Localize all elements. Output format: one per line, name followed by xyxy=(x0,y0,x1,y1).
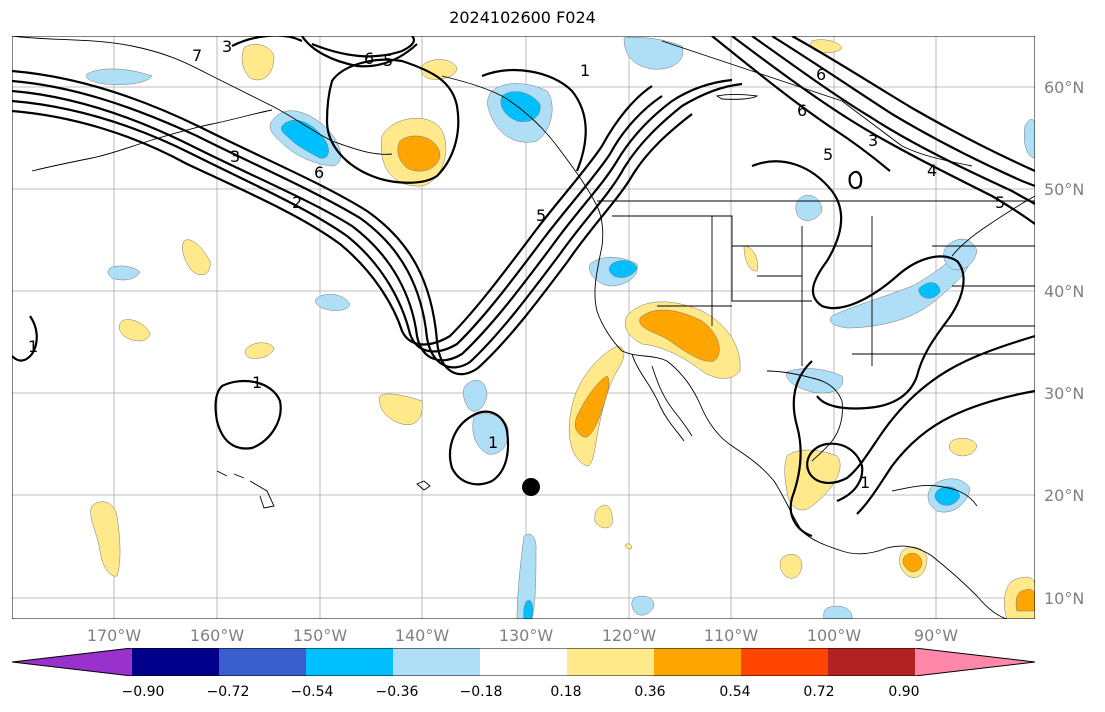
colorbar-tick-label: −0.36 xyxy=(375,684,419,700)
lat-label: 40°N xyxy=(1044,282,1085,301)
coastlines xyxy=(12,36,1035,619)
colorbar-tick-label: −0.72 xyxy=(206,684,250,700)
lon-label: 160°W xyxy=(189,626,245,645)
contour-label: 4 xyxy=(927,161,937,180)
contour-label: 2 xyxy=(292,193,302,212)
lon-label: 150°W xyxy=(292,626,348,645)
contour-label: 1 xyxy=(488,433,498,452)
lat-label: 60°N xyxy=(1044,78,1085,97)
colorbar-segment xyxy=(306,648,394,676)
colorbar-segments xyxy=(12,648,1035,676)
negative-anomaly-shading xyxy=(86,37,1035,619)
contour-label: 1 xyxy=(252,373,262,392)
lon-label: 110°W xyxy=(703,626,759,645)
map-panel: 3 7 6 5 1 6 3 6 2 5 6 5 3 4 5 1 1 1 1 xyxy=(12,36,1035,619)
contour-label: 5 xyxy=(536,206,546,225)
contour-label: 6 xyxy=(314,163,324,182)
colorbar-tick-label: 0.54 xyxy=(719,684,751,700)
lon-label: 100°W xyxy=(806,626,862,645)
colorbar xyxy=(12,648,1035,676)
colorbar-extend-low xyxy=(12,648,132,676)
lat-label: 30°N xyxy=(1044,384,1085,403)
colorbar-segment xyxy=(480,648,568,676)
colorbar-segment xyxy=(219,648,307,676)
contour-label: 5 xyxy=(995,193,1005,212)
colorbar-segment xyxy=(393,648,481,676)
contour-label: 1 xyxy=(28,337,38,356)
storm-center-dot xyxy=(522,478,540,496)
contour-label: 5 xyxy=(823,145,833,164)
lon-label: 140°W xyxy=(394,626,450,645)
contour-label: 6 xyxy=(816,65,826,84)
colorbar-tick-label: −0.18 xyxy=(459,684,503,700)
colorbar-tick-label: 0.36 xyxy=(634,684,666,700)
colorbar-tick-label: 0.18 xyxy=(550,684,582,700)
contour-label: 6 xyxy=(797,101,807,120)
map-title: 2024102600 F024 xyxy=(449,8,596,27)
lat-label: 20°N xyxy=(1044,486,1085,505)
lon-label: 170°W xyxy=(86,626,142,645)
colorbar-segment xyxy=(741,648,829,676)
contour-label: 6 xyxy=(364,49,374,68)
positive-anomaly-shading xyxy=(90,39,1035,619)
lon-label: 120°W xyxy=(601,626,657,645)
lon-label: 90°W xyxy=(913,626,959,645)
lon-label: 130°W xyxy=(498,626,554,645)
lat-label: 50°N xyxy=(1044,180,1085,199)
contour-label: 3 xyxy=(222,37,232,56)
colorbar-tick-label: −0.90 xyxy=(121,684,165,700)
colorbar-tick-label: −0.54 xyxy=(290,684,334,700)
contour-label: 1 xyxy=(860,473,870,492)
colorbar-segment xyxy=(828,648,916,676)
colorbar-extend-high xyxy=(915,648,1035,676)
height-contours xyxy=(12,36,1035,538)
colorbar-tick-label: 0.90 xyxy=(888,684,920,700)
colorbar-segment xyxy=(132,648,220,676)
contour-label: 3 xyxy=(230,147,240,166)
contour-label: 3 xyxy=(868,131,878,150)
contour-label: 1 xyxy=(580,61,590,80)
lat-label: 10°N xyxy=(1044,589,1085,608)
contour-label: 7 xyxy=(192,46,202,65)
colorbar-tick-label: 0.72 xyxy=(803,684,835,700)
colorbar-segment xyxy=(567,648,655,676)
contour-label: 5 xyxy=(383,51,393,70)
colorbar-segment xyxy=(654,648,742,676)
contour-labels: 3 7 6 5 1 6 3 6 2 5 6 5 3 4 5 1 1 1 1 xyxy=(28,37,1005,492)
shading-alaska-gulf-core xyxy=(397,135,441,172)
